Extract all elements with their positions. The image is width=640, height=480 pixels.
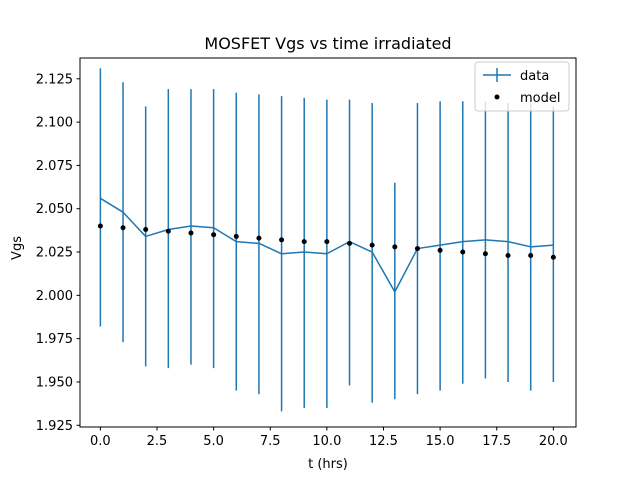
x-tick-label: 5.0 — [203, 434, 224, 449]
model-point — [97, 223, 103, 229]
model-point — [505, 252, 511, 258]
model-point — [460, 249, 466, 255]
model-point — [550, 254, 556, 260]
y-axis-label: Vgs — [10, 236, 25, 260]
legend-data-label: data — [520, 69, 549, 84]
legend-model-label: model — [520, 91, 560, 106]
x-tick-label: 12.5 — [369, 434, 398, 449]
model-point — [301, 239, 307, 245]
y-tick-label: 1.925 — [36, 419, 73, 434]
model-point — [143, 227, 149, 233]
axes: 0.0 2.5 5.0 7.5 10.0 12.5 15.0 17.5 20.0 1.925 1.9… — [36, 57, 577, 449]
model-point — [188, 230, 194, 236]
data-line — [99, 197, 554, 293]
y-tick-label: 1.950 — [36, 375, 73, 390]
x-tick-label: 2.5 — [147, 434, 168, 449]
model-point — [256, 235, 262, 241]
model-point — [437, 247, 443, 253]
model-point — [369, 242, 375, 248]
model-point — [528, 252, 534, 258]
x-tick-label: 10.0 — [312, 434, 341, 449]
y-tick-label: 1.975 — [36, 332, 73, 347]
y-tick-label: 2.000 — [36, 289, 73, 304]
series-model — [97, 223, 556, 260]
y-tick-label: 2.050 — [36, 202, 73, 217]
chart-title: MOSFET Vgs vs time irradiated — [204, 34, 451, 53]
model-point — [347, 240, 353, 246]
x-axis-label: t (hrs) — [308, 457, 348, 472]
axes-frame — [79, 57, 577, 428]
x-tick-label: 20.0 — [539, 434, 568, 449]
x-tick-label: 0.0 — [90, 434, 111, 449]
model-point — [211, 232, 217, 238]
model-point — [120, 225, 126, 231]
model-point — [392, 244, 398, 250]
legend-entry-model: model — [494, 91, 560, 106]
model-point — [414, 246, 420, 252]
model-point — [279, 237, 285, 243]
legend: data model — [474, 61, 570, 112]
legend-model-marker — [494, 94, 500, 100]
model-point — [233, 233, 239, 239]
x-tick-label: 17.5 — [482, 434, 511, 449]
model-point — [324, 239, 330, 245]
y-tick-label: 2.100 — [36, 116, 73, 131]
x-tick-label: 7.5 — [260, 434, 281, 449]
model-point — [165, 228, 171, 234]
model-point — [482, 251, 488, 257]
y-tick-label: 2.075 — [36, 159, 73, 174]
legend-entry-data: data — [483, 68, 549, 84]
y-tick-label: 2.025 — [36, 246, 73, 261]
plot-area — [97, 68, 556, 412]
y-tick-label: 2.125 — [36, 72, 73, 87]
x-tick-label: 15.0 — [426, 434, 455, 449]
